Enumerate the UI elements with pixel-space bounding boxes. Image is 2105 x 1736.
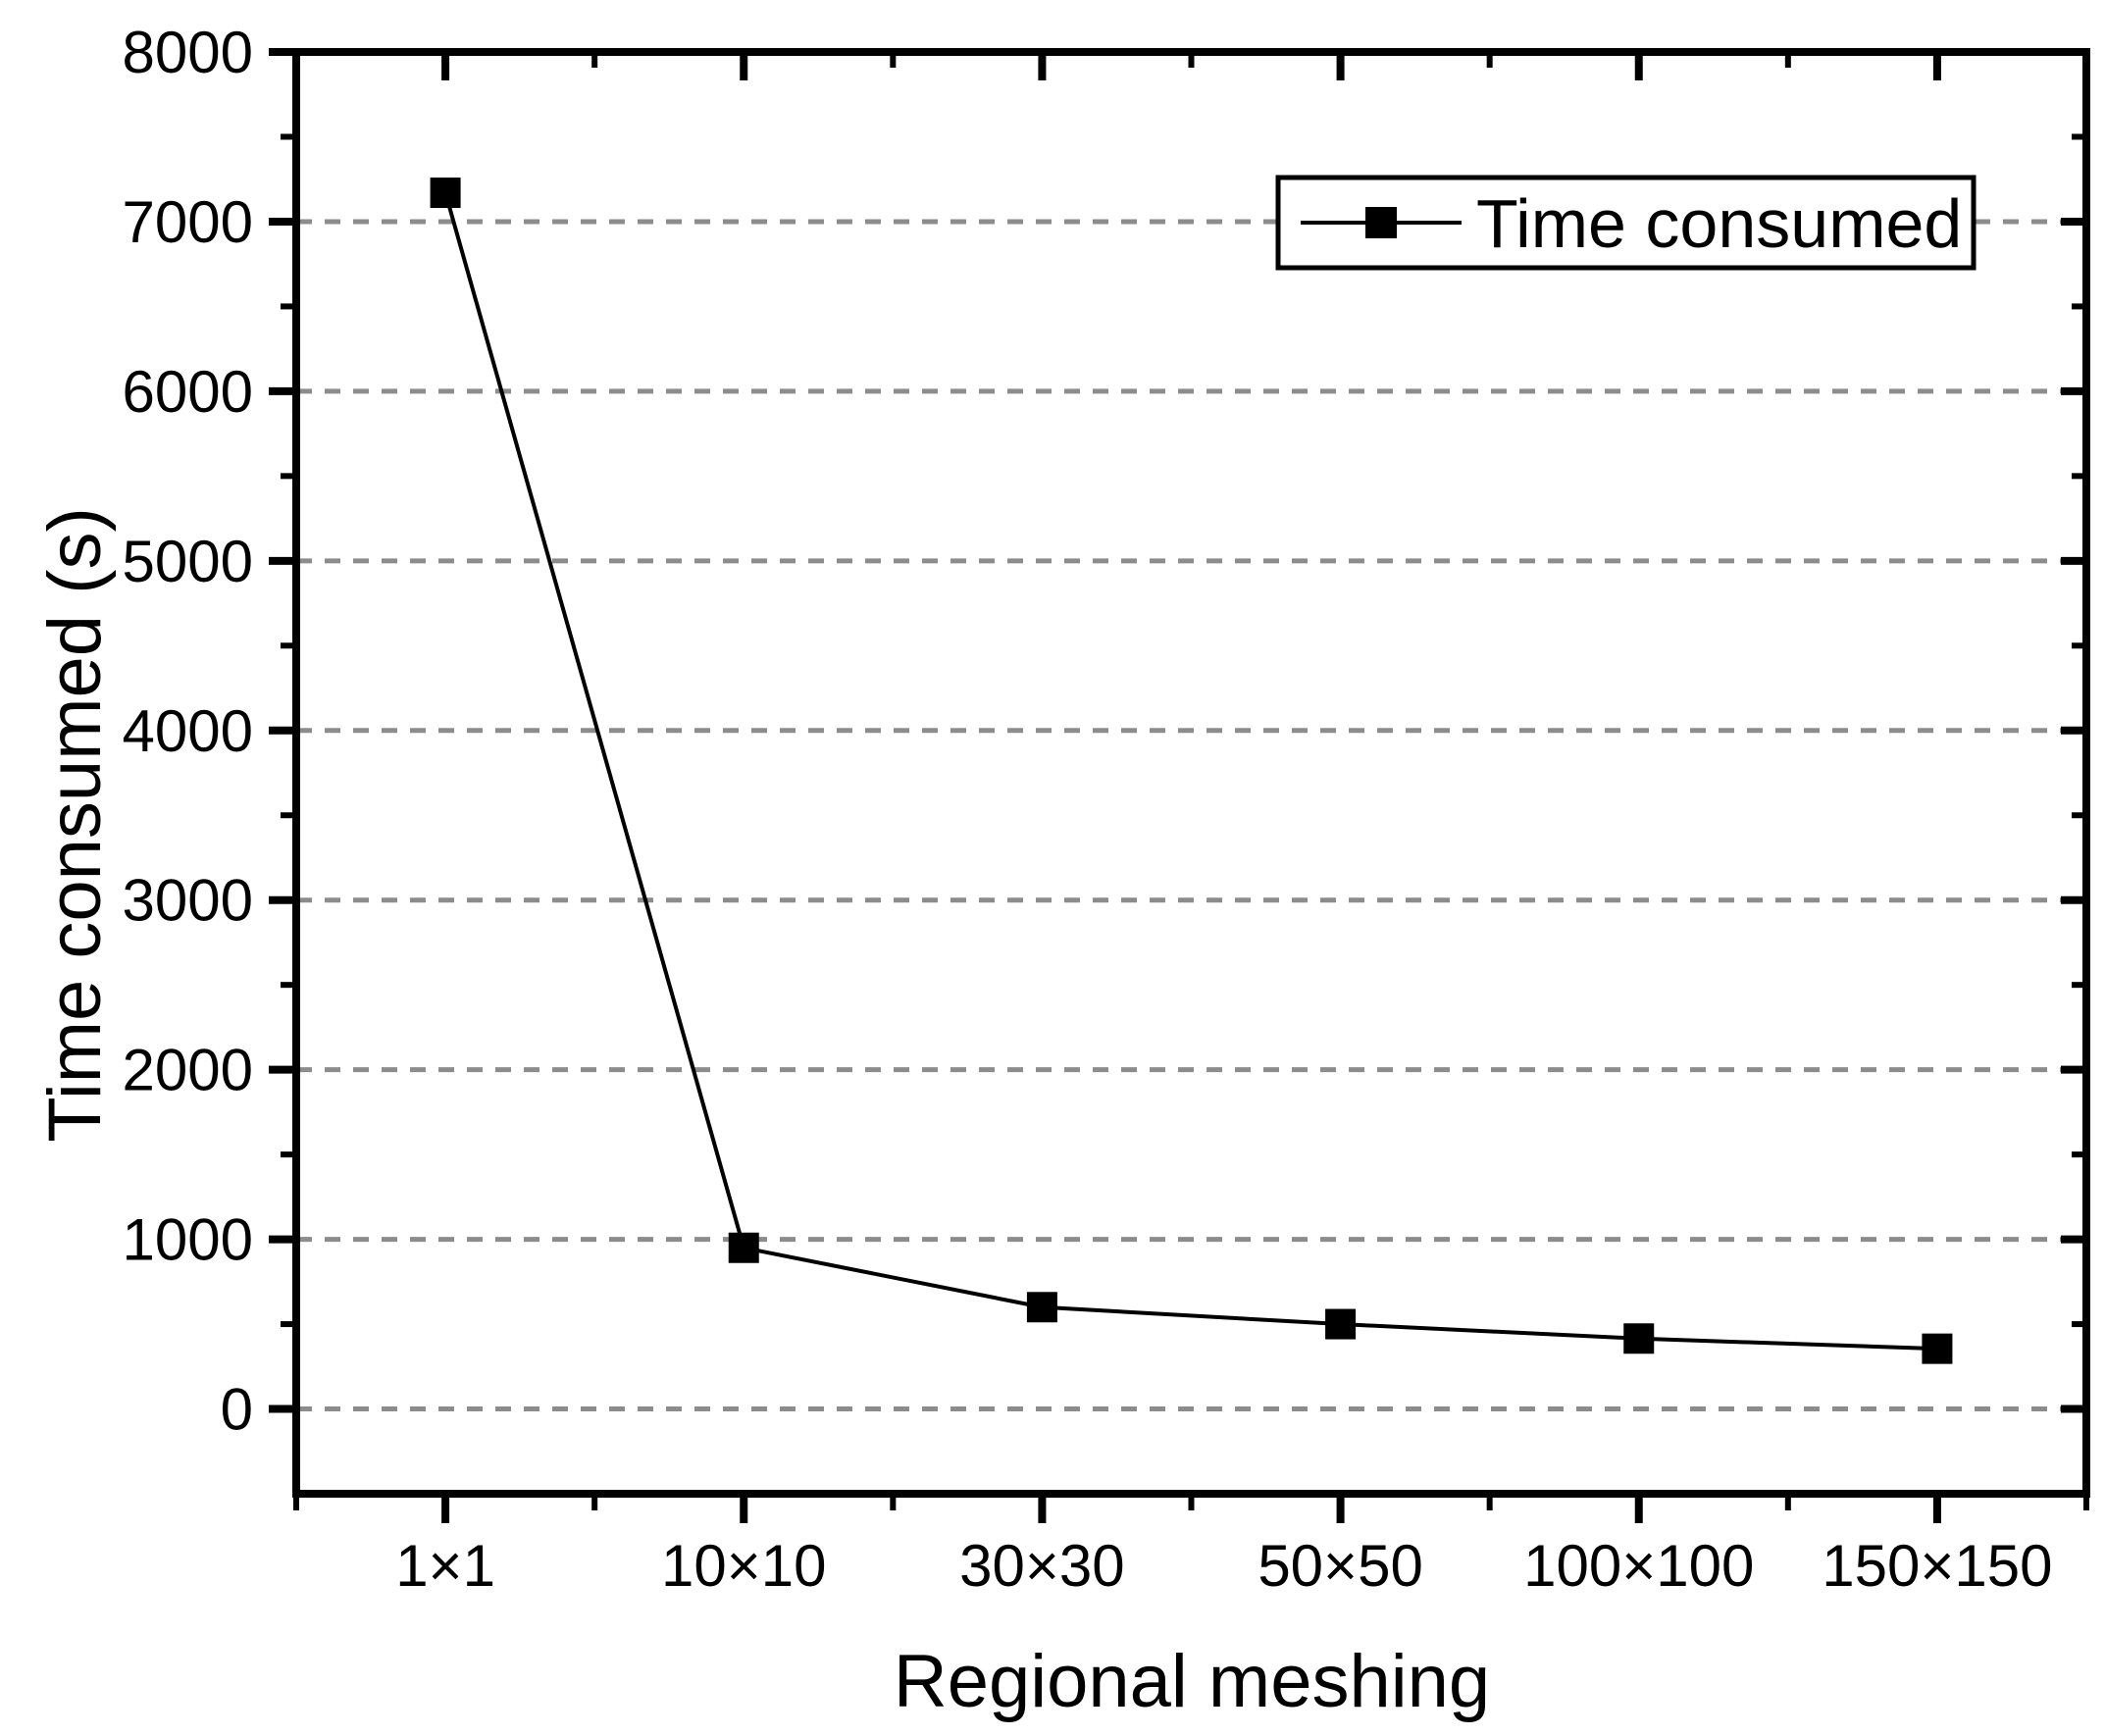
y-tick-label: 7000	[123, 189, 253, 255]
y-tick-label: 3000	[123, 868, 253, 934]
plot-frame	[292, 48, 2090, 1498]
x-tick-label: 1×1	[395, 1533, 495, 1599]
x-tick-labels: 1×1 10×10 30×30 50×50 100×100 150×150	[395, 1533, 2052, 1599]
y-tick-labels: 0 1000 2000 3000 4000 5000 6000 7000 8000	[123, 20, 253, 1443]
x-tick-label: 100×100	[1523, 1533, 1754, 1599]
y-tick-label: 6000	[123, 359, 253, 425]
series-line	[443, 191, 1937, 1352]
x-tick-label: 50×50	[1258, 1533, 1423, 1599]
y-tick-label: 0	[221, 1377, 253, 1443]
y-axis-title: Time consumed (s)	[33, 507, 117, 1143]
legend: Time consumed	[1275, 175, 1977, 271]
y-tick-label: 5000	[123, 529, 253, 594]
legend-marker-square-icon	[1365, 207, 1397, 238]
gridlines	[296, 219, 2086, 1412]
data-point-marker	[1325, 1308, 1357, 1340]
x-axis-title: Regional meshing	[894, 1640, 1490, 1723]
axis-ticks	[269, 48, 2089, 1523]
y-tick-label: 8000	[123, 20, 253, 85]
legend-label: Time consumed	[1476, 185, 1962, 262]
data-point-marker	[430, 178, 461, 209]
x-tick-label: 10×10	[661, 1533, 827, 1599]
y-tick-label: 2000	[123, 1038, 253, 1103]
x-tick-label: 150×150	[1822, 1533, 2052, 1599]
data-point-marker	[1623, 1323, 1655, 1354]
y-tick-label: 4000	[123, 698, 253, 764]
y-tick-label: 1000	[123, 1207, 253, 1273]
data-point-marker	[1922, 1333, 1953, 1364]
data-point-marker	[728, 1232, 759, 1263]
data-point-marker	[1026, 1292, 1057, 1323]
series-time-consumed	[430, 178, 1953, 1364]
x-tick-label: 30×30	[959, 1533, 1125, 1599]
